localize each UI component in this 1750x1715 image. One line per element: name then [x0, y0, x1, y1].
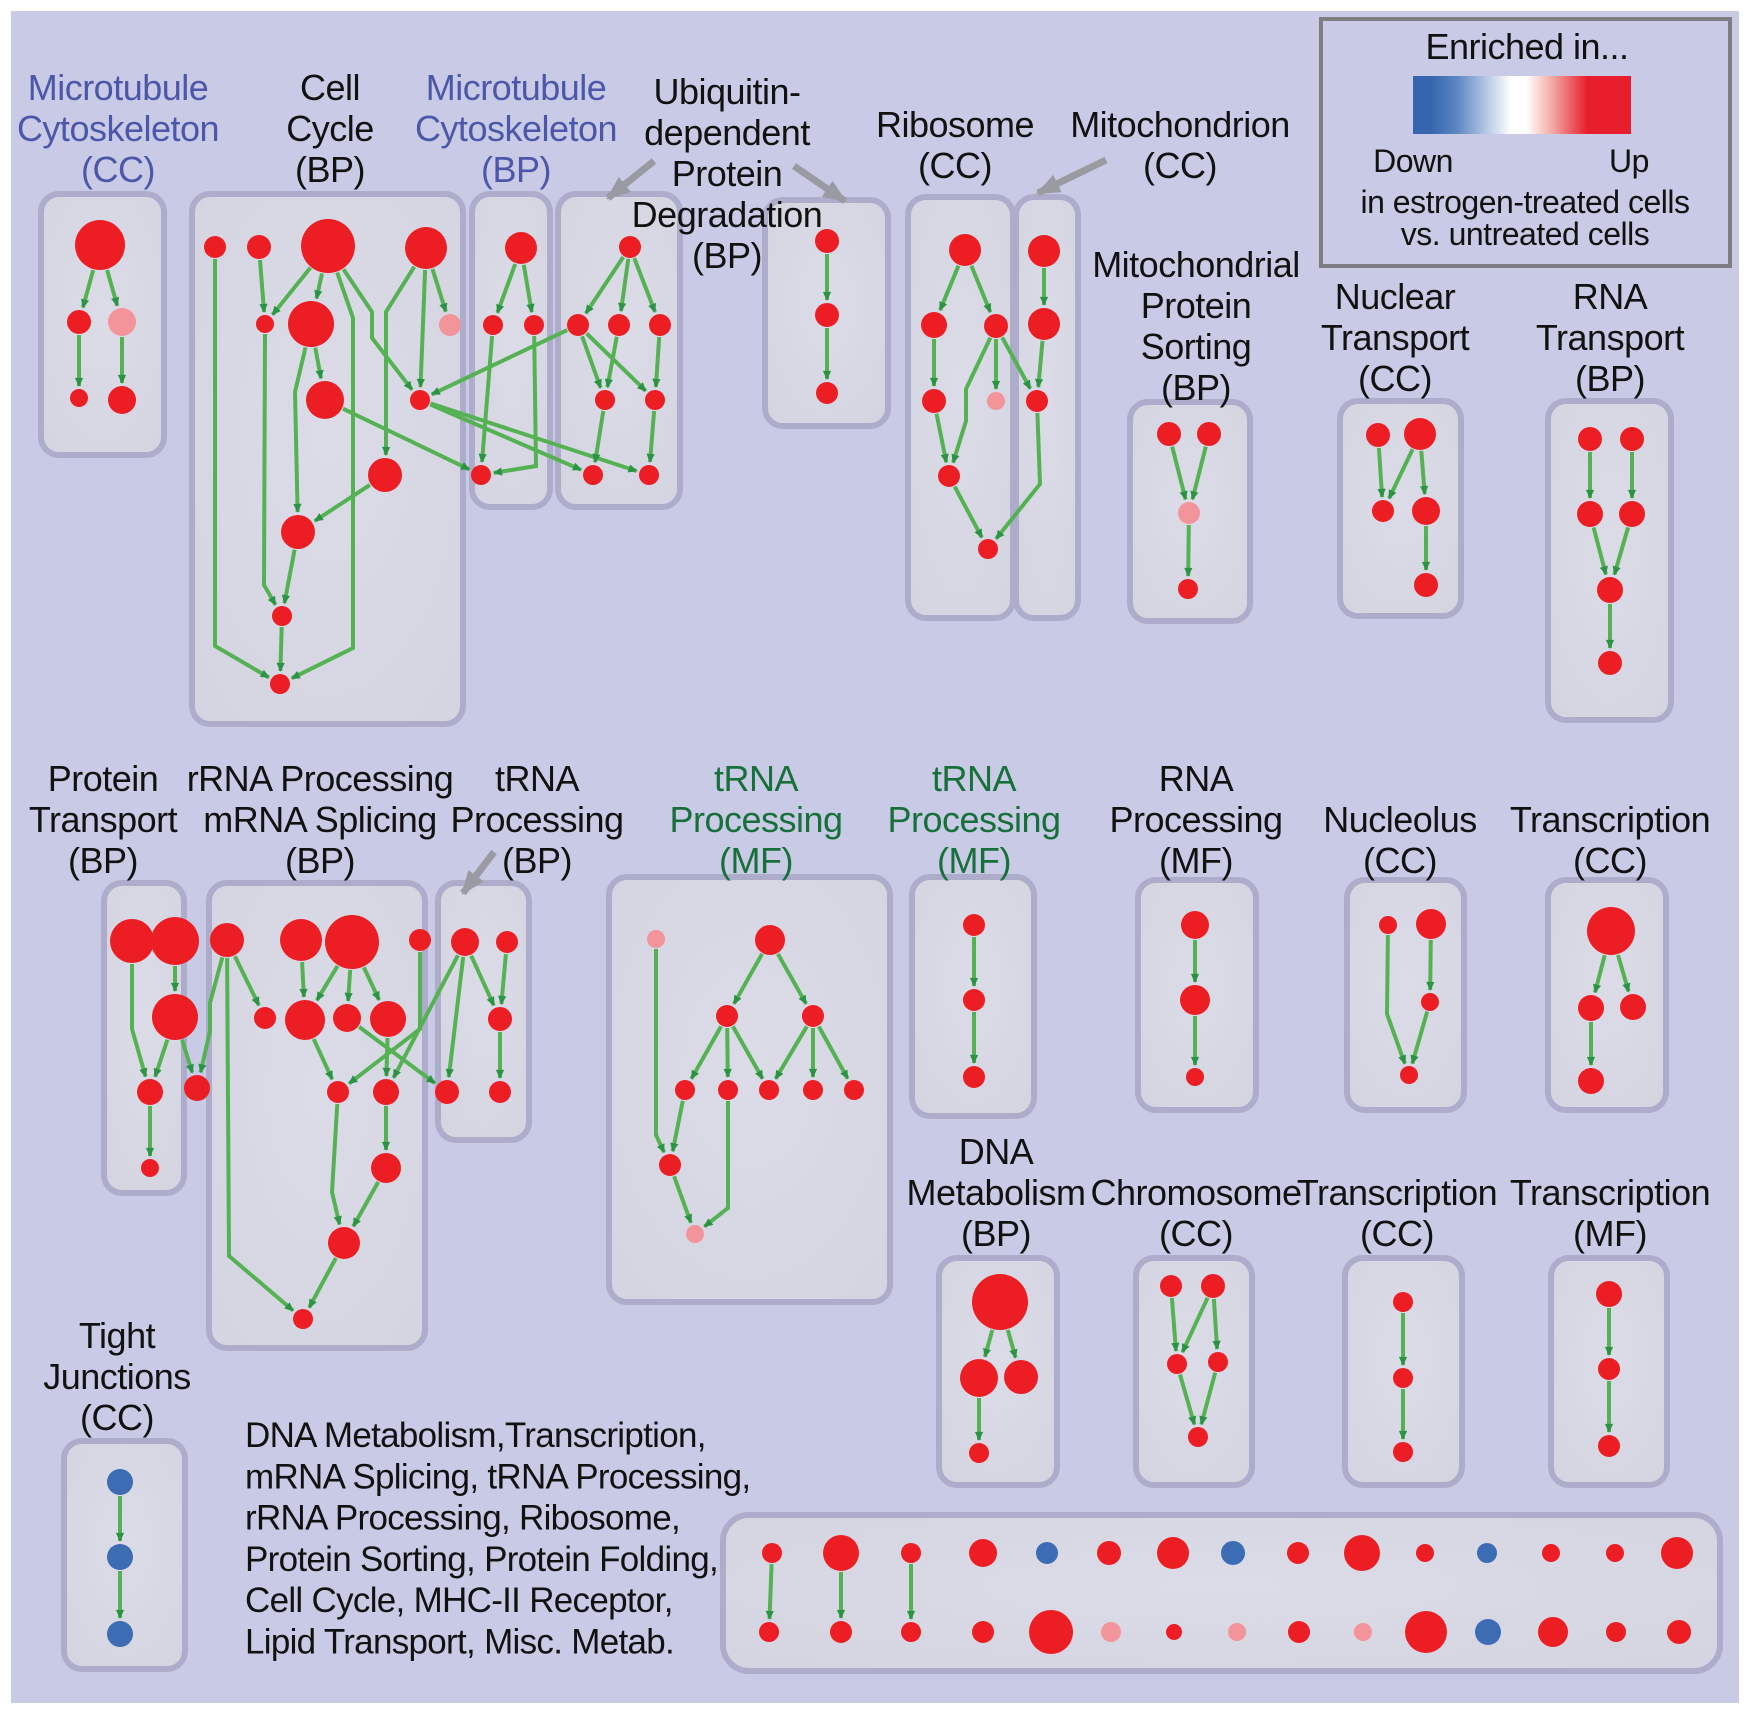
svg-text:mRNA Splicing: mRNA Splicing — [203, 799, 437, 840]
svg-text:Microtubule: Microtubule — [28, 67, 209, 108]
svg-text:Transcription: Transcription — [1297, 1172, 1497, 1213]
svg-text:(BP): (BP) — [481, 149, 551, 190]
svg-text:Cytoskeleton: Cytoskeleton — [415, 108, 617, 149]
svg-text:Sorting: Sorting — [1141, 326, 1252, 367]
svg-text:(BP): (BP) — [1575, 358, 1645, 399]
svg-text:Ubiquitin-: Ubiquitin- — [653, 71, 800, 112]
svg-text:Cytoskeleton: Cytoskeleton — [17, 108, 219, 149]
svg-text:(BP): (BP) — [502, 840, 572, 881]
svg-text:(MF): (MF) — [937, 840, 1011, 881]
svg-text:(BP): (BP) — [1161, 367, 1231, 408]
svg-text:(MF): (MF) — [719, 840, 793, 881]
svg-text:Junctions: Junctions — [43, 1356, 191, 1397]
svg-text:(CC): (CC) — [1358, 358, 1432, 399]
svg-text:Mitochondrion: Mitochondrion — [1070, 104, 1290, 145]
svg-text:(BP): (BP) — [68, 840, 138, 881]
svg-text:(BP): (BP) — [285, 840, 355, 881]
svg-text:(CC): (CC) — [1143, 145, 1217, 186]
svg-text:mRNA Splicing, tRNA Processing: mRNA Splicing, tRNA Processing, — [245, 1457, 750, 1496]
svg-text:Nuclear: Nuclear — [1335, 276, 1456, 317]
svg-text:Nucleolus: Nucleolus — [1323, 799, 1477, 840]
svg-text:(BP): (BP) — [961, 1213, 1031, 1254]
svg-text:tRNA: tRNA — [495, 758, 579, 799]
svg-text:Metabolism: Metabolism — [906, 1172, 1085, 1213]
svg-text:Enriched in...: Enriched in... — [1425, 26, 1628, 67]
svg-text:Transcription: Transcription — [1510, 1172, 1710, 1213]
svg-text:Transport: Transport — [29, 799, 178, 840]
svg-text:(CC): (CC) — [1360, 1213, 1434, 1254]
svg-text:Processing: Processing — [450, 799, 623, 840]
svg-text:Down: Down — [1373, 143, 1453, 179]
svg-text:RNA: RNA — [1573, 276, 1648, 317]
svg-text:(CC): (CC) — [1159, 1213, 1233, 1254]
svg-text:Protein Sorting, Protein Foldi: Protein Sorting, Protein Folding, — [245, 1540, 718, 1579]
svg-text:tRNA: tRNA — [932, 758, 1016, 799]
svg-text:Cell: Cell — [300, 67, 360, 108]
svg-text:(CC): (CC) — [1363, 840, 1437, 881]
svg-text:Chromosome: Chromosome — [1090, 1172, 1301, 1213]
svg-text:Up: Up — [1609, 143, 1649, 179]
svg-text:vs. untreated cells: vs. untreated cells — [1401, 216, 1649, 252]
svg-text:RNA: RNA — [1159, 758, 1234, 799]
svg-text:Lipid Transport, Misc. Metab.: Lipid Transport, Misc. Metab. — [245, 1623, 674, 1662]
svg-text:Microtubule: Microtubule — [426, 67, 607, 108]
svg-text:Protein: Protein — [672, 153, 783, 194]
svg-text:(MF): (MF) — [1573, 1213, 1647, 1254]
svg-text:Transport: Transport — [1321, 317, 1470, 358]
svg-text:Processing: Processing — [669, 799, 842, 840]
svg-text:Tight: Tight — [79, 1315, 156, 1356]
svg-text:Cycle: Cycle — [286, 108, 374, 149]
svg-text:tRNA: tRNA — [714, 758, 798, 799]
svg-text:DNA: DNA — [959, 1131, 1034, 1172]
svg-text:(CC): (CC) — [1573, 840, 1647, 881]
svg-text:DNA Metabolism,Transcription,: DNA Metabolism,Transcription, — [245, 1416, 706, 1455]
svg-text:Degradation: Degradation — [632, 194, 823, 235]
svg-text:(BP): (BP) — [692, 235, 762, 276]
svg-text:rRNA Processing, Ribosome,: rRNA Processing, Ribosome, — [245, 1499, 680, 1538]
svg-text:Processing: Processing — [1109, 799, 1282, 840]
svg-text:in estrogen-treated cells: in estrogen-treated cells — [1360, 184, 1689, 220]
svg-text:Protein: Protein — [1141, 285, 1252, 326]
svg-text:(CC): (CC) — [918, 145, 992, 186]
svg-text:Ribosome: Ribosome — [876, 104, 1034, 145]
svg-text:Mitochondrial: Mitochondrial — [1092, 244, 1300, 285]
svg-text:(BP): (BP) — [295, 149, 365, 190]
svg-text:Protein: Protein — [48, 758, 159, 799]
svg-text:dependent: dependent — [644, 112, 810, 153]
svg-text:Transport: Transport — [1536, 317, 1685, 358]
svg-text:Cell Cycle, MHC-II Receptor,: Cell Cycle, MHC-II Receptor, — [245, 1581, 673, 1620]
svg-text:(CC): (CC) — [80, 1397, 154, 1438]
svg-text:(MF): (MF) — [1159, 840, 1233, 881]
svg-text:rRNA Processing: rRNA Processing — [187, 758, 454, 799]
svg-text:Transcription: Transcription — [1510, 799, 1710, 840]
svg-text:Processing: Processing — [887, 799, 1060, 840]
svg-text:(CC): (CC) — [81, 149, 155, 190]
